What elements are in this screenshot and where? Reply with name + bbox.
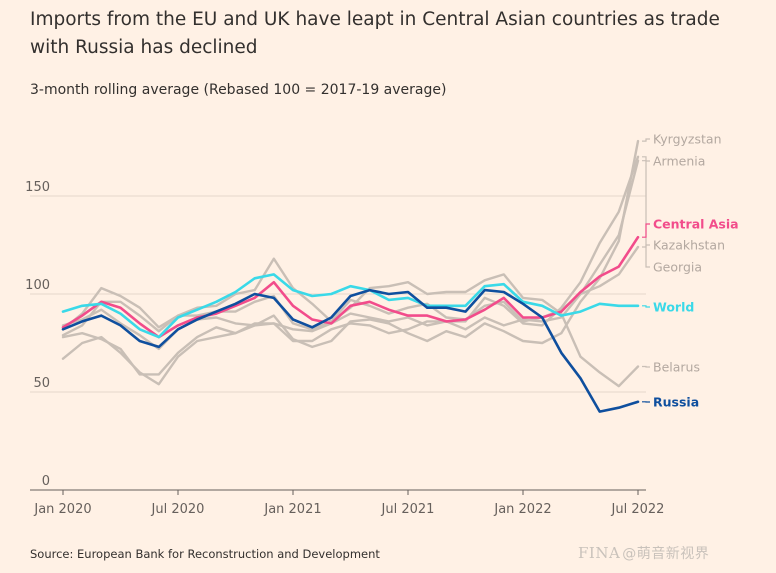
y-tick-label: 50 xyxy=(33,376,50,391)
x-tick-label: Jan 2022 xyxy=(493,502,551,517)
x-tick-label: Jul 2020 xyxy=(151,502,205,517)
series-label-georgia: Georgia xyxy=(653,260,702,275)
y-tick-label: 100 xyxy=(25,278,50,293)
series-line-world xyxy=(61,273,640,339)
x-tick-label: Jul 2022 xyxy=(611,502,665,517)
series-label-russia: Russia xyxy=(653,395,699,410)
y-tick-label: 150 xyxy=(25,180,50,195)
watermark: @萌音新视界 xyxy=(622,546,710,562)
x-tick-label: Jul 2021 xyxy=(381,502,435,517)
series-label-world: World xyxy=(653,300,694,315)
series-label-kyrgyzstan: Kyrgyzstan xyxy=(653,132,722,147)
chart-subtitle: 3-month rolling average (Rebased 100 = 2… xyxy=(30,82,447,98)
series-line-georgia xyxy=(61,155,640,376)
series-labels: Kyrgyzstan Armenia Kazakhstan Georgia Belaru… xyxy=(642,132,739,410)
series-lines xyxy=(61,139,640,413)
gridlines: 0 50 100 150 xyxy=(25,180,646,491)
series-line-kyrgyzstan xyxy=(61,139,640,386)
source-note: Source: European Bank for Reconstruction… xyxy=(30,547,380,561)
x-axis: Jan 2020 Jul 2020 Jan 2021 Jul 2021 Jan 2022… xyxy=(33,490,664,517)
ft-logo-text: FINA xyxy=(578,544,621,562)
label-connector xyxy=(642,305,650,308)
series-label-central-asia: Central Asia xyxy=(653,217,739,232)
label-connector xyxy=(642,156,650,268)
series-line-armenia xyxy=(61,159,640,351)
ft-logo: FINA @萌音新视界 xyxy=(578,543,709,563)
series-line-belarus xyxy=(61,257,640,388)
x-tick-label: Jan 2020 xyxy=(33,502,91,517)
label-connector xyxy=(642,223,650,238)
series-label-kazakhstan: Kazakhstan xyxy=(653,238,725,253)
series-label-armenia: Armenia xyxy=(653,154,705,169)
y-tick-label: 0 xyxy=(42,474,50,489)
label-connector xyxy=(642,138,650,142)
series-label-belarus: Belarus xyxy=(653,360,700,375)
chart-title: Imports from the EU and UK have leapt in… xyxy=(30,9,720,58)
label-connector xyxy=(642,365,650,368)
series-line-russia xyxy=(61,288,640,413)
x-tick-label: Jan 2021 xyxy=(263,502,321,517)
